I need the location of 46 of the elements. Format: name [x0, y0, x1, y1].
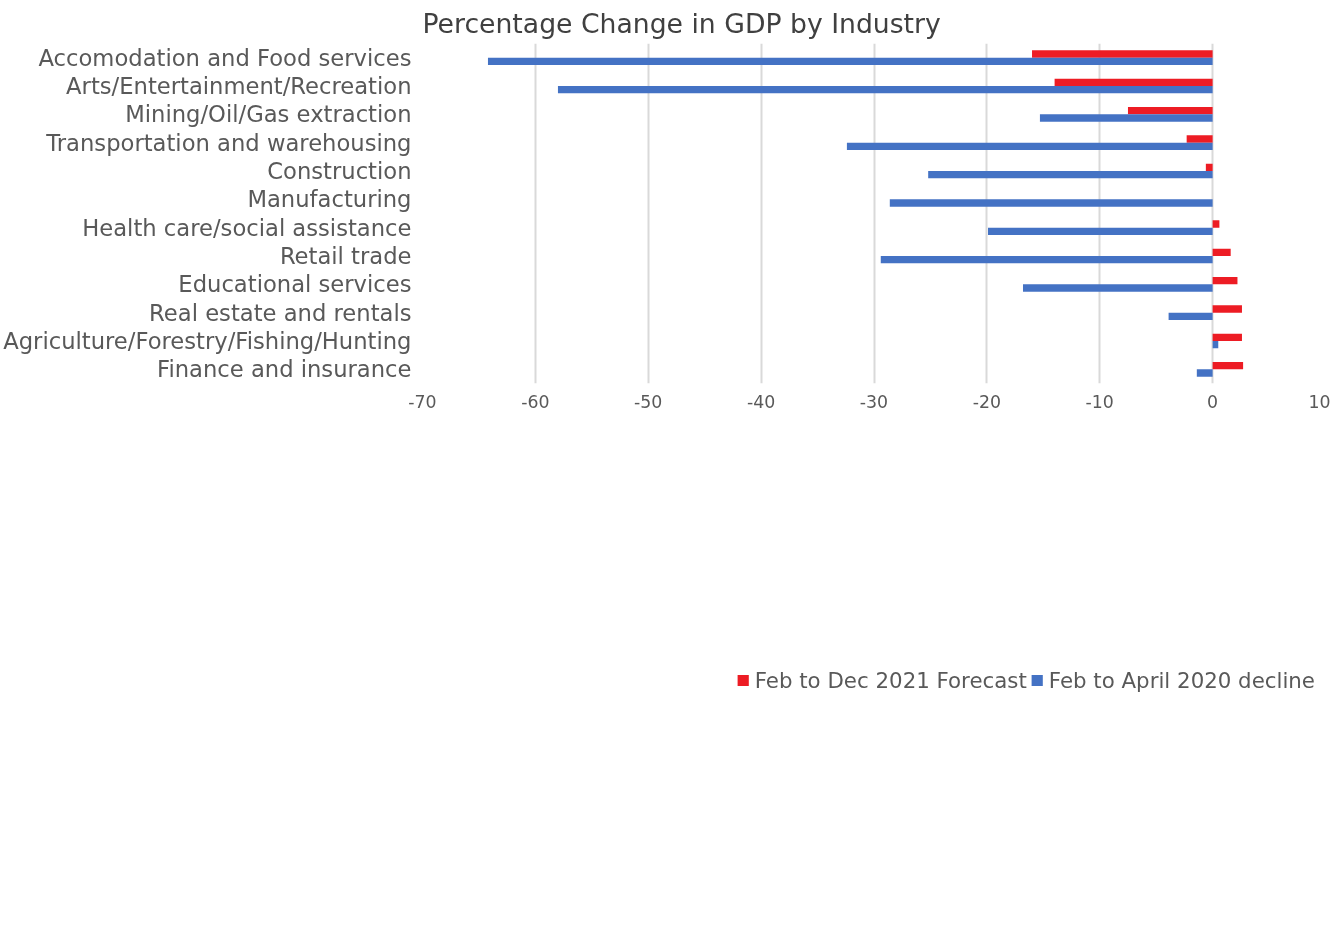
y-tick-label: Educational services — [178, 271, 412, 298]
y-tick-label: Mining/Oil/Gas extraction — [125, 101, 412, 128]
y-tick-label: Manufacturing — [247, 186, 412, 213]
x-tick-label: -10 — [1085, 391, 1114, 412]
y-tick-label: Arts/Entertainment/Recreation — [66, 73, 412, 99]
bar — [846, 142, 1213, 151]
legend-label: Feb to April 2020 decline — [1048, 667, 1315, 693]
x-tick-label: -70 — [408, 391, 437, 412]
bar — [1212, 276, 1238, 285]
bar — [1054, 78, 1213, 86]
bar — [487, 57, 1213, 66]
y-tick-label: Real estate and rentals — [149, 299, 412, 326]
x-tick-label: 10 — [1308, 391, 1331, 412]
y-tick-label: Construction — [267, 158, 412, 184]
bar — [1032, 50, 1213, 58]
y-tick-label: Retail trade — [279, 243, 412, 269]
bar — [1212, 220, 1220, 228]
chart-title: Percentage Change in GDP by Industry — [422, 7, 941, 39]
bar — [1205, 163, 1213, 171]
bar — [1196, 369, 1213, 377]
x-tick-label: -50 — [634, 391, 663, 412]
bar — [1168, 312, 1213, 321]
bar — [928, 171, 1213, 179]
x-tick-label: -60 — [521, 391, 550, 412]
y-tick-label: Transportation and warehousing — [45, 129, 412, 156]
x-tick-label: -30 — [859, 391, 889, 412]
bar — [557, 86, 1213, 94]
bar — [1212, 333, 1242, 341]
y-tick-label: Agriculture/Forestry/Fishing/Hunting — [3, 328, 412, 354]
x-tick-label: -40 — [746, 391, 776, 412]
bar — [1212, 305, 1242, 313]
bar — [1212, 248, 1231, 256]
legend-label: Feb to Dec 2021 Forecast — [754, 667, 1027, 693]
bar — [988, 227, 1213, 236]
bar — [1022, 284, 1213, 292]
bar — [889, 199, 1213, 207]
bar — [1212, 361, 1244, 370]
y-tick-label: Finance and insurance — [157, 356, 412, 383]
bar — [1186, 135, 1213, 143]
x-tick-label: -20 — [972, 391, 1002, 412]
y-tick-label: Accomodation and Food services — [38, 44, 412, 71]
bar — [1127, 106, 1213, 115]
bar — [1039, 114, 1213, 122]
x-tick-label: 0 — [1207, 391, 1219, 412]
y-tick-label: Health care/social assistance — [82, 214, 412, 241]
bar — [880, 256, 1213, 264]
